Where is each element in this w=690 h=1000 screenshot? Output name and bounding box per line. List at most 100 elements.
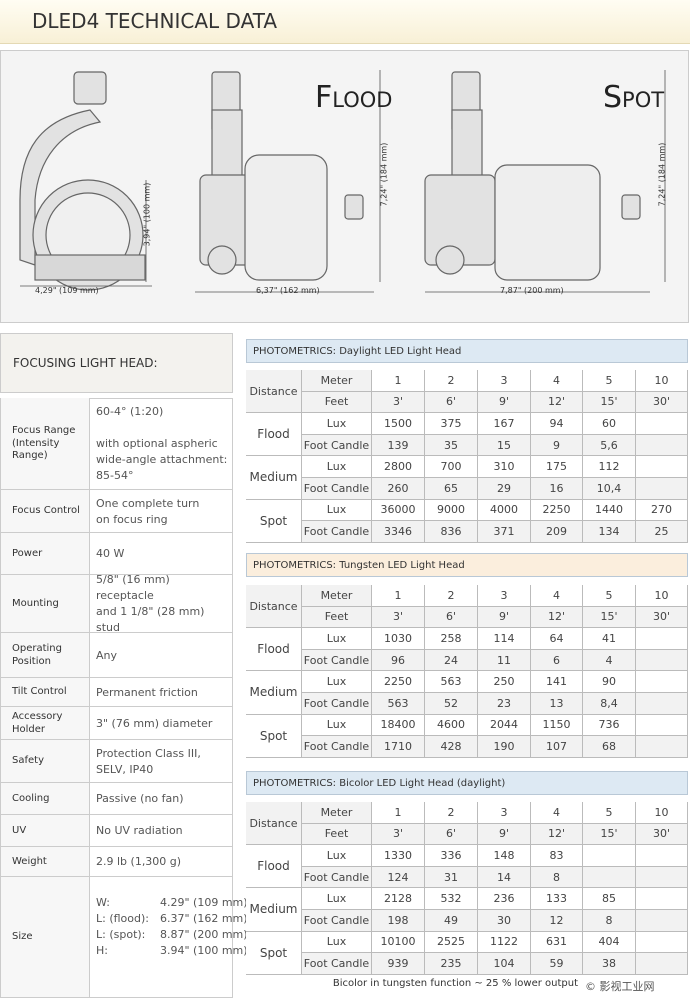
photometric-value: 59	[531, 953, 583, 975]
photometric-value: 36000	[372, 499, 425, 522]
photometric-value: 41	[583, 628, 636, 650]
row-label: Foot Candle	[302, 521, 372, 543]
spec-label-bg	[0, 398, 90, 490]
size-key: H:	[96, 944, 108, 957]
photometric-value: 16	[531, 478, 583, 500]
spec-value: One complete turn on focus ring	[96, 490, 230, 533]
photometric-value: 18400	[372, 714, 425, 737]
empty-cell	[636, 845, 688, 867]
feet-label: Feet	[302, 823, 372, 846]
size-key: W:	[96, 896, 110, 909]
photometric-value: 23	[478, 693, 531, 715]
photometric-value: 13	[531, 693, 583, 715]
spec-label-text: Size	[12, 931, 33, 943]
photometric-value: 68	[583, 736, 636, 758]
empty-cell	[636, 866, 688, 889]
meter-label: Meter	[302, 585, 372, 607]
meter-value: 4	[531, 585, 583, 607]
spec-label-text: Mounting	[12, 597, 59, 609]
photometric-value: 5,6	[583, 434, 636, 457]
photometric-value: 12	[531, 910, 583, 932]
spec-label-text: Weight	[12, 855, 47, 867]
photometric-value: 250	[478, 671, 531, 693]
row-label: Foot Candle	[302, 693, 372, 715]
photometric-value: 9	[531, 434, 583, 457]
photometric-value: 35	[425, 434, 478, 457]
row-label: Foot Candle	[302, 866, 372, 889]
empty-cell	[636, 888, 688, 910]
empty-cell	[636, 693, 688, 715]
spec-label-bg	[0, 740, 90, 783]
photometric-value: 209	[531, 521, 583, 543]
meter-value: 4	[531, 370, 583, 392]
spec-value-text: 3" (76 mm) diameter	[96, 716, 213, 730]
meter-value: 1	[372, 370, 425, 392]
spec-label-text: Focus Range (Intensity Range)	[12, 425, 76, 462]
photometric-value: 30	[478, 910, 531, 932]
group-name: Flood	[246, 413, 302, 457]
spec-value: Protection Class III, SELV, IP40	[96, 740, 230, 783]
header-band	[0, 0, 690, 44]
empty-cell	[636, 649, 688, 672]
spec-value-text: Protection Class III, SELV, IP40	[96, 746, 201, 776]
feet-value: 9'	[478, 823, 531, 846]
photometric-value: 235	[425, 953, 478, 975]
group-name: Flood	[246, 628, 302, 672]
spec-label-bg	[0, 847, 90, 877]
row-label: Foot Candle	[302, 953, 372, 975]
photometric-value: 3346	[372, 521, 425, 543]
photometric-value: 114	[478, 628, 531, 650]
spec-label-text: Accessory Holder	[12, 711, 63, 735]
group-name: Medium	[246, 671, 302, 715]
photometric-value: 141	[531, 671, 583, 693]
feet-value: 3'	[372, 391, 425, 414]
spot-label: SPOT	[603, 80, 665, 115]
feet-label: Feet	[302, 391, 372, 414]
photometric-value: 112	[583, 456, 636, 478]
spec-value: 2.9 lb (1,300 g)	[96, 847, 230, 877]
empty-cell	[636, 953, 688, 975]
photometric-value: 1150	[531, 714, 583, 737]
spec-value: Any	[96, 633, 230, 678]
photometric-value: 96	[372, 649, 425, 672]
photometric-value: 236	[478, 888, 531, 910]
group-name: Spot	[246, 931, 302, 975]
photometric-value: 134	[583, 521, 636, 543]
feet-value: 12'	[531, 823, 583, 846]
page-title: DLED4 TECHNICAL DATA	[32, 9, 278, 33]
photometric-value: 38	[583, 953, 636, 975]
feet-value: 30'	[636, 606, 688, 629]
spec-value: 3" (76 mm) diameter	[96, 707, 230, 740]
photometric-value: 190	[478, 736, 531, 758]
meter-value: 1	[372, 585, 425, 607]
photometric-value: 49	[425, 910, 478, 932]
spec-label-bg	[0, 575, 90, 633]
photometric-value: 375	[425, 413, 478, 435]
photometric-value: 428	[425, 736, 478, 758]
photometric-value: 15	[478, 434, 531, 457]
photometric-value: 104	[478, 953, 531, 975]
spec-label: Focus Range (Intensity Range)	[12, 398, 90, 490]
photometric-value: 6	[531, 649, 583, 672]
distance-header: Distance	[246, 370, 302, 414]
empty-cell	[636, 628, 688, 650]
feet-value: 15'	[583, 391, 636, 414]
photometric-value: 107	[531, 736, 583, 758]
photometric-value: 65	[425, 478, 478, 500]
photometric-value: 700	[425, 456, 478, 478]
spec-value-text: Passive (no fan)	[96, 792, 184, 806]
meter-value: 10	[636, 585, 688, 607]
spec-value: 60-4° (1:20) with optional aspheric wide…	[96, 398, 230, 490]
photometric-value: 8	[583, 910, 636, 932]
photometric-value: 1440	[583, 499, 636, 522]
meter-value: 4	[531, 802, 583, 824]
dimension-label: 6,37" (162 mm)	[256, 286, 320, 295]
photometric-value: 563	[425, 671, 478, 693]
photometric-value: 1500	[372, 413, 425, 435]
meter-value: 2	[425, 370, 478, 392]
photometric-value: 11	[478, 649, 531, 672]
photometric-value: 2128	[372, 888, 425, 910]
spec-label-bg	[0, 877, 90, 998]
table-title: PHOTOMETRICS: Tungsten LED Light Head	[246, 553, 688, 577]
